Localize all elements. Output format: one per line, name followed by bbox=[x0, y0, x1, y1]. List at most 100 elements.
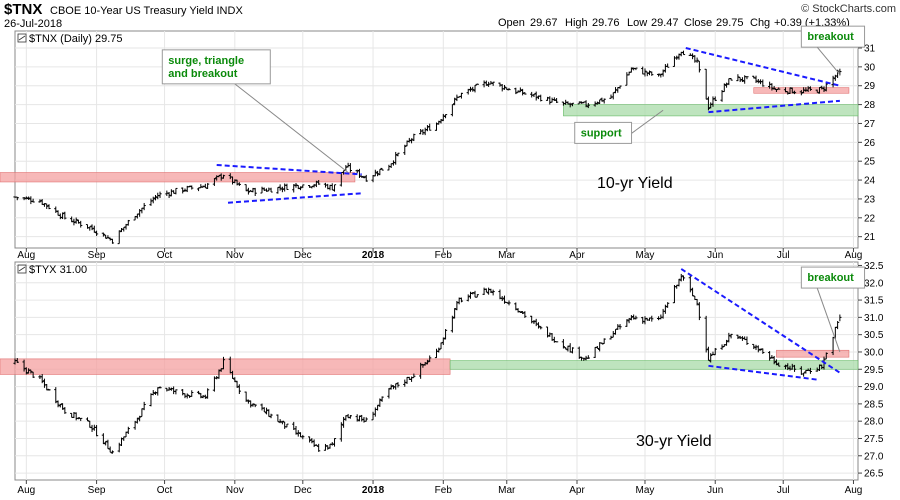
x-tick-label: Mar bbox=[498, 250, 516, 261]
x-tick-label: Jul bbox=[777, 250, 790, 261]
callout-box bbox=[574, 121, 633, 144]
x-tick-label: 2018 bbox=[362, 250, 385, 261]
resistance-zone bbox=[776, 349, 850, 358]
x-tick-label: 2018 bbox=[362, 485, 385, 496]
x-tick-label: Nov bbox=[226, 250, 244, 261]
y-tick-label: 27 bbox=[864, 119, 876, 130]
y-tick-label: 30 bbox=[864, 62, 876, 73]
x-tick-label: Aug bbox=[845, 485, 863, 496]
callout-pointer bbox=[816, 46, 841, 75]
x-tick-label: Jun bbox=[707, 485, 723, 496]
panel-title: $TYX 31.00 bbox=[29, 264, 87, 276]
x-tick-label: Mar bbox=[498, 485, 516, 496]
y-tick-label: 26 bbox=[864, 138, 876, 149]
y-tick-label: 27.0 bbox=[864, 451, 884, 462]
x-tick-label: Dec bbox=[294, 250, 312, 261]
y-tick-label: 29 bbox=[864, 81, 876, 92]
trendline bbox=[227, 192, 362, 204]
x-tick-label: Oct bbox=[157, 485, 173, 496]
callout-text: breakout bbox=[807, 31, 854, 43]
callout-box bbox=[161, 49, 271, 85]
x-tick-label: Feb bbox=[435, 250, 453, 261]
date-axis: Aug Aug Sep Sep Oct Oct Nov Nov Dec Dec 2018 2018 Fe… bbox=[17, 248, 862, 496]
x-tick-label: May bbox=[636, 250, 655, 261]
low-label: Low bbox=[627, 17, 647, 29]
series-label: 10-yr Yield bbox=[597, 175, 673, 192]
trendline bbox=[708, 99, 840, 114]
header-name: CBOE 10-Year US Treasury Yield INDX bbox=[50, 5, 243, 17]
y-tick-label: 31.0 bbox=[864, 313, 884, 324]
panel-chart-icon bbox=[18, 266, 26, 272]
x-tick-label: Oct bbox=[157, 250, 173, 261]
y-tick-label: 28.5 bbox=[864, 399, 884, 410]
resistance-zone bbox=[0, 358, 451, 375]
x-tick-label: Aug bbox=[17, 250, 35, 261]
price-bars bbox=[13, 50, 842, 245]
x-tick-label: May bbox=[636, 485, 655, 496]
tyx-panel: 26.5 27.0 27.5 28.0 28.5 29.0 29.5 30.0 30.5 31.0… bbox=[0, 261, 884, 481]
y-tick-label: 23 bbox=[864, 194, 876, 205]
x-tick-label: Apr bbox=[569, 485, 585, 496]
chg-label: Chg bbox=[750, 17, 770, 29]
y-tick-label: 28.0 bbox=[864, 417, 884, 428]
y-tick-label: 30.5 bbox=[864, 330, 884, 341]
y-tick-label: 28 bbox=[864, 100, 876, 111]
callout-text: and breakout bbox=[168, 68, 237, 80]
y-tick-label: 29.0 bbox=[864, 382, 884, 393]
trendline bbox=[708, 364, 818, 381]
x-tick-label: Nov bbox=[226, 485, 244, 496]
y-tick-label: 26.5 bbox=[864, 469, 884, 480]
x-tick-label: Jun bbox=[707, 250, 723, 261]
header-ohlc: Open 29.67 High 29.76 Low 29.47 Close 29… bbox=[498, 17, 850, 29]
y-tick-label: 30.0 bbox=[864, 347, 884, 358]
x-tick-label: Dec bbox=[294, 485, 312, 496]
callout-box bbox=[800, 266, 866, 289]
header-date: 26-Jul-2018 bbox=[4, 18, 62, 30]
y-tick-label: 22 bbox=[864, 213, 876, 224]
panel-frame bbox=[14, 30, 859, 249]
tnx-panel: 21 22 23 24 25 26 27 28 29 30 31 surge, triangleand… bbox=[0, 25, 876, 249]
price-bars bbox=[13, 273, 842, 454]
callout-text: surge, triangle bbox=[168, 55, 244, 67]
open-value: 29.67 bbox=[530, 17, 558, 29]
x-tick-label: Aug bbox=[17, 485, 35, 496]
y-tick-label: 29.5 bbox=[864, 365, 884, 376]
panel-chart-icon bbox=[18, 35, 26, 41]
header-brand: © StockCharts.com bbox=[801, 3, 896, 15]
open-label: Open bbox=[498, 17, 525, 29]
callout-pointer bbox=[234, 83, 349, 173]
y-tick-label: 32.0 bbox=[864, 278, 884, 289]
high-label: High bbox=[565, 17, 588, 29]
y-tick-label: 24 bbox=[864, 176, 876, 187]
close-label: Close bbox=[684, 17, 712, 29]
panel-chart-icon bbox=[17, 264, 27, 274]
callout-box bbox=[800, 25, 866, 48]
x-tick-label: Aug bbox=[845, 250, 863, 261]
y-tick-label: 31.5 bbox=[864, 296, 884, 307]
x-tick-label: Apr bbox=[569, 250, 585, 261]
trendline bbox=[685, 47, 841, 87]
x-tick-label: Sep bbox=[88, 250, 106, 261]
x-tick-label: Feb bbox=[435, 485, 453, 496]
x-tick-label: Sep bbox=[88, 485, 106, 496]
callout-text: support bbox=[581, 127, 622, 139]
high-value: 29.76 bbox=[592, 17, 620, 29]
panel-title: $TNX (Daily) 29.75 bbox=[29, 33, 123, 45]
y-tick-label: 21 bbox=[864, 232, 876, 243]
callout-text: breakout bbox=[807, 272, 854, 284]
x-tick-label: Jul bbox=[777, 485, 790, 496]
close-value: 29.75 bbox=[716, 17, 744, 29]
series-label: 30-yr Yield bbox=[636, 433, 712, 450]
header-symbol: $TNX bbox=[4, 1, 42, 18]
y-tick-label: 27.5 bbox=[864, 434, 884, 445]
y-tick-label: 31 bbox=[864, 43, 876, 54]
support-zone bbox=[449, 360, 859, 370]
resistance-zone bbox=[0, 172, 356, 183]
y-tick-label: 25 bbox=[864, 157, 876, 168]
callout-pointer bbox=[816, 287, 841, 353]
y-tick-label: 32.5 bbox=[864, 261, 884, 272]
low-value: 29.47 bbox=[651, 17, 679, 29]
trendline bbox=[216, 163, 362, 176]
panel-chart-icon bbox=[17, 33, 27, 43]
